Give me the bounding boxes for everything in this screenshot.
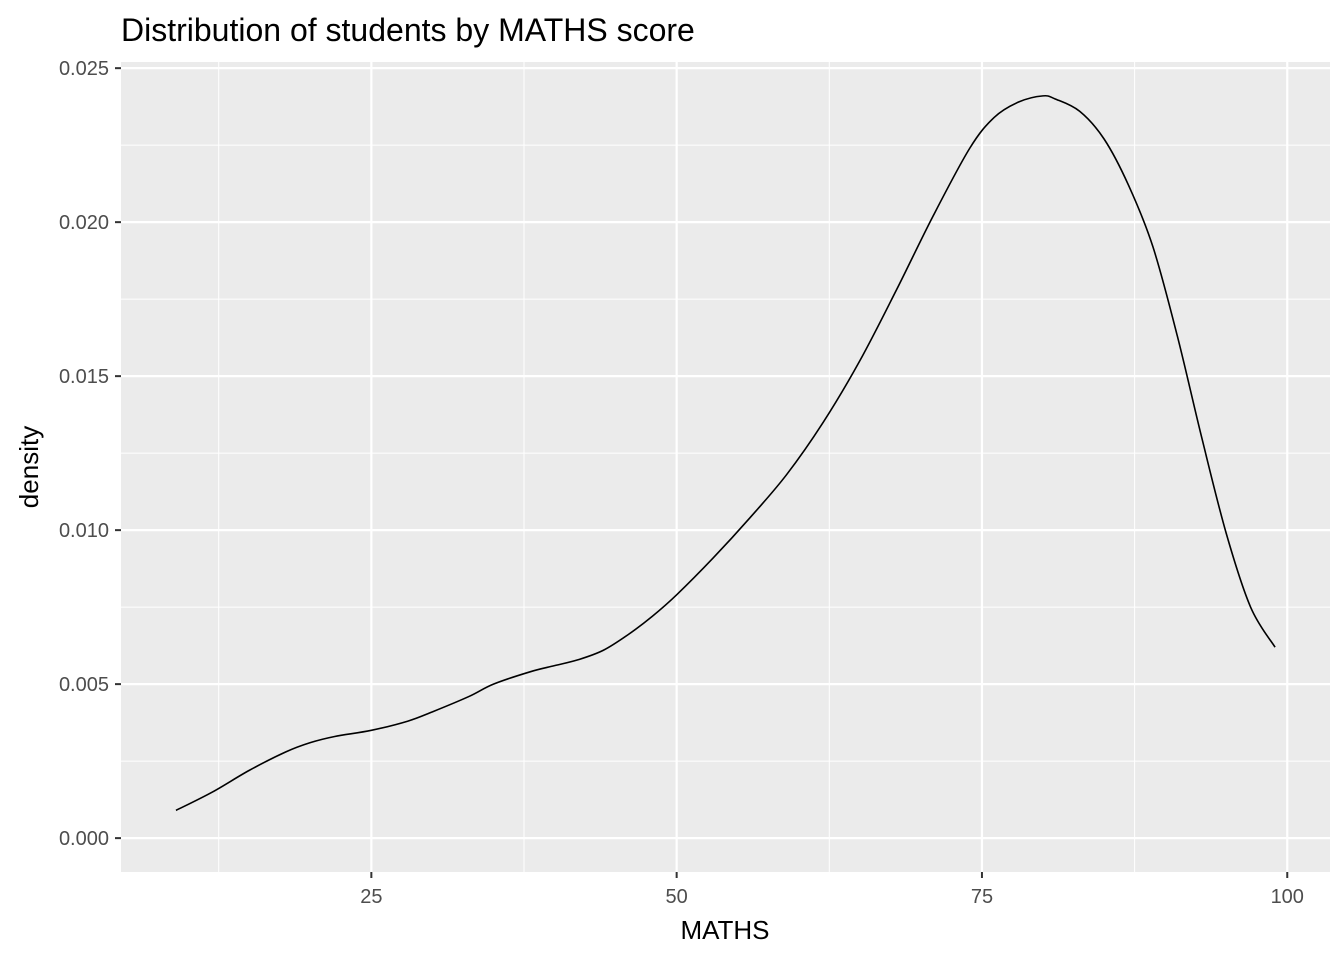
y-tick-label: 0.000 [59,828,109,850]
series-layer [175,94,1276,812]
y-axis-title: density [14,426,44,508]
x-tick-label: 100 [1271,886,1304,908]
y-axis: 0.000 0.005 0.010 0.015 0.020 0.025 [59,58,121,850]
x-tick-label: 25 [360,886,382,908]
chart-title: Distribution of students by MATHS score [121,12,695,48]
x-axis-title: MATHS [680,915,769,945]
y-tick-label: 0.005 [59,674,109,696]
x-axis: 25 50 75 100 [360,872,1304,908]
y-tick-label: 0.025 [59,58,109,80]
x-tick-label: 75 [971,886,993,908]
y-tick-label: 0.020 [59,212,109,234]
y-tick-label: 0.015 [59,366,109,388]
y-tick-label: 0.010 [59,520,109,542]
x-tick-label: 50 [666,886,688,908]
density-curve [175,94,1276,812]
major-gridlines [121,62,1330,872]
plot-panel [121,62,1330,872]
minor-gridlines [121,62,1330,872]
